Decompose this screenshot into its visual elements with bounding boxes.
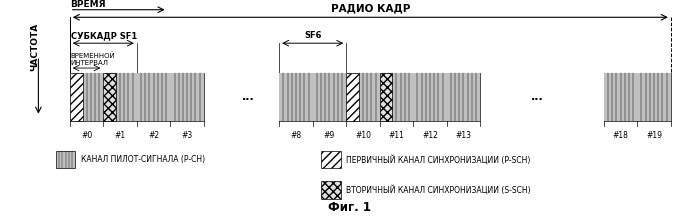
Bar [313, 73, 346, 121]
Bar [137, 73, 170, 121]
Text: СУБКАДР SF1: СУБКАДР SF1 [71, 31, 138, 40]
Bar [604, 73, 637, 121]
Text: #2: #2 [148, 131, 159, 140]
Text: РАДИО КАДР: РАДИО КАДР [331, 3, 410, 13]
Bar [137, 73, 170, 121]
Bar [321, 181, 341, 199]
Bar [103, 73, 137, 121]
Text: #3: #3 [181, 131, 193, 140]
Bar [447, 73, 480, 121]
Text: #0: #0 [81, 131, 92, 140]
Bar [413, 73, 447, 121]
Bar [56, 151, 75, 168]
Text: SF6: SF6 [304, 31, 322, 40]
Bar [380, 73, 392, 121]
Bar [321, 151, 341, 168]
Bar [346, 73, 359, 121]
Text: ...: ... [242, 92, 254, 102]
Bar [70, 73, 82, 121]
Bar [380, 73, 413, 121]
Bar [346, 73, 380, 121]
Bar [170, 73, 204, 121]
Text: #8: #8 [290, 131, 302, 140]
Text: ВТОРИЧНЫЙ КАНАЛ СИНХРОНИЗАЦИИ (S-SCH): ВТОРИЧНЫЙ КАНАЛ СИНХРОНИЗАЦИИ (S-SCH) [346, 185, 531, 195]
Text: #1: #1 [114, 131, 126, 140]
Bar [170, 73, 204, 121]
Bar [279, 73, 313, 121]
Text: #13: #13 [456, 131, 471, 140]
Text: #19: #19 [646, 131, 662, 140]
Text: #10: #10 [355, 131, 371, 140]
Text: ВРЕМЯ: ВРЕМЯ [70, 0, 105, 9]
Bar [380, 73, 413, 121]
Bar [604, 73, 637, 121]
Text: ...: ... [531, 92, 544, 102]
Text: ЧАСТОТА: ЧАСТОТА [31, 23, 39, 71]
Text: #18: #18 [613, 131, 628, 140]
Text: КАНАЛ ПИЛОТ-СИГНАЛА (P-CH): КАНАЛ ПИЛОТ-СИГНАЛА (P-CH) [81, 155, 205, 164]
Bar [313, 73, 346, 121]
Text: ПЕРВИЧНЫЙ КАНАЛ СИНХРОНИЗАЦИИ (P-SCH): ПЕРВИЧНЫЙ КАНАЛ СИНХРОНИЗАЦИИ (P-SCH) [346, 155, 530, 165]
Text: #12: #12 [422, 131, 438, 140]
Bar [447, 73, 480, 121]
Bar [413, 73, 447, 121]
Bar [279, 73, 313, 121]
Text: #11: #11 [389, 131, 404, 140]
Text: #9: #9 [324, 131, 335, 140]
Bar [103, 73, 116, 121]
Bar [103, 73, 137, 121]
Bar [346, 73, 380, 121]
Bar [637, 73, 671, 121]
Bar [637, 73, 671, 121]
Text: ВРЕМЕННОЙ
ИНТЕРВАЛ: ВРЕМЕННОЙ ИНТЕРВАЛ [70, 52, 115, 66]
Bar [70, 73, 103, 121]
Bar [70, 73, 103, 121]
Text: Фиг. 1: Фиг. 1 [327, 201, 371, 214]
